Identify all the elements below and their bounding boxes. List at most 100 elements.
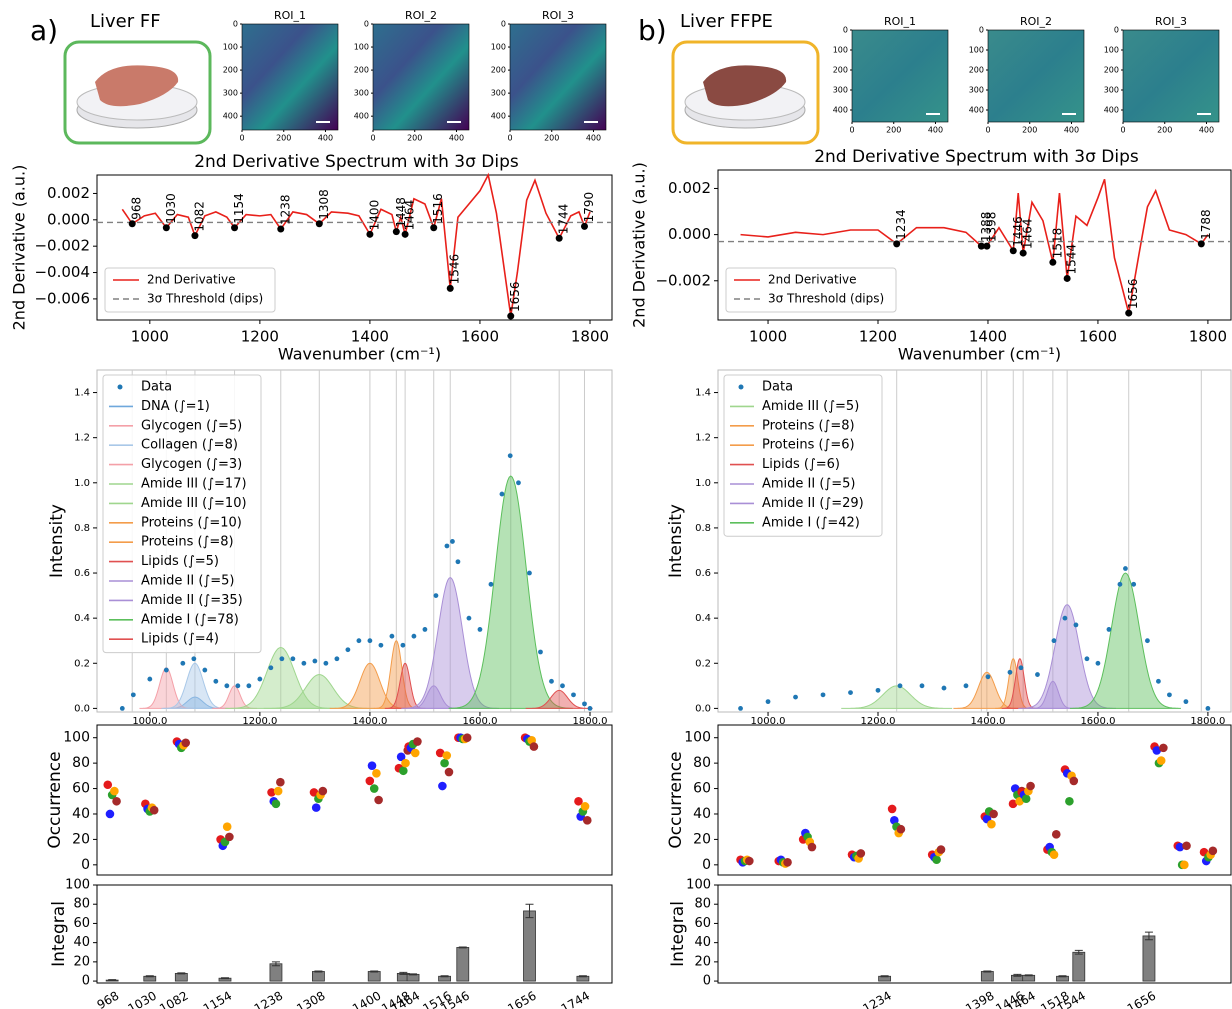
data-point xyxy=(549,679,554,684)
error-bar xyxy=(146,976,154,977)
chart-title: 2nd Derivative Spectrum with 3σ Dips xyxy=(814,147,1139,167)
occurrence-point xyxy=(110,787,119,796)
y-axis-label: Occurrence xyxy=(45,751,65,848)
sample-name: Liver FF xyxy=(90,11,161,32)
roi-y-tick-label: 0 xyxy=(1114,26,1119,35)
occurrence-point xyxy=(1209,847,1218,856)
data-point xyxy=(412,634,417,639)
roi-x-tick-label: 0 xyxy=(849,126,854,135)
occurrence-point xyxy=(370,784,379,793)
roi-y-tick-label: 100 xyxy=(491,43,506,52)
legend-label: Lipids (∫=6) xyxy=(762,457,840,472)
occurrence-point xyxy=(745,857,754,866)
legend-label: Proteins (∫=6) xyxy=(762,438,855,453)
dip-label: 1398 xyxy=(984,212,998,243)
y-tick-label: −0.002 xyxy=(655,271,711,289)
data-point xyxy=(516,480,521,485)
error-bar xyxy=(1025,975,1033,976)
data-point xyxy=(213,679,218,684)
roi-x-tick-label: 200 xyxy=(544,134,559,143)
occurrence-point xyxy=(225,833,234,842)
data-point xyxy=(1145,638,1150,643)
data-point xyxy=(848,690,853,695)
occurrence-point xyxy=(937,845,946,854)
data-point xyxy=(423,627,428,632)
data-point xyxy=(312,659,317,664)
sample-name: Liver FFPE xyxy=(680,11,773,32)
occurrence-point xyxy=(150,806,159,815)
occurrence-point xyxy=(808,843,817,852)
chart-title: 2nd Derivative Spectrum with 3σ Dips xyxy=(194,152,519,172)
error-bar xyxy=(579,976,587,977)
data-point xyxy=(1052,638,1057,643)
data-point xyxy=(246,683,251,688)
data-point xyxy=(1156,679,1161,684)
bar xyxy=(981,971,993,981)
occurrence-point xyxy=(989,810,998,819)
data-point xyxy=(876,688,881,693)
x-axis-label: Wavenumber (cm⁻¹) xyxy=(278,345,441,364)
y-axis-label: Intensity xyxy=(47,504,67,578)
roi-y-tick-label: 300 xyxy=(491,89,506,98)
data-point xyxy=(191,656,196,661)
dip-label: 1788 xyxy=(1199,209,1213,240)
roi-y-tick-label: 100 xyxy=(833,46,848,55)
roi-y-tick-label: 0 xyxy=(501,20,506,29)
roi-y-tick-label: 100 xyxy=(223,43,238,52)
data-point xyxy=(766,699,771,704)
data-point xyxy=(147,677,152,682)
data-point xyxy=(434,593,439,598)
data-point xyxy=(1107,627,1112,632)
y-tick-label: 1.2 xyxy=(695,433,711,444)
error-bar xyxy=(314,971,322,972)
roi-x-tick-label: 200 xyxy=(1157,126,1172,135)
data-point xyxy=(1063,616,1068,621)
roi-x-tick-label: 0 xyxy=(239,134,244,143)
occurrence-point xyxy=(272,800,281,809)
bar xyxy=(524,911,536,981)
y-tick-label: 100 xyxy=(686,878,711,893)
occurrence-point xyxy=(368,761,377,770)
occurrence-point xyxy=(372,769,381,778)
y-tick-label: 0 xyxy=(702,857,711,873)
y-tick-label: 60 xyxy=(73,916,90,931)
dish-icon xyxy=(65,42,210,143)
occurrence-point xyxy=(112,797,121,806)
occurrence-point xyxy=(1026,782,1035,791)
legend-label: DNA (∫=1) xyxy=(141,399,210,414)
dip-label: 1082 xyxy=(192,201,206,232)
y-tick-label: 20 xyxy=(693,831,711,847)
roi-y-tick-label: 200 xyxy=(223,66,238,75)
error-bar xyxy=(983,971,991,972)
error-bar xyxy=(108,980,116,981)
dip-label: 1656 xyxy=(1126,279,1140,310)
bar xyxy=(368,971,380,981)
x-axis-label: Wavenumber (cm⁻¹) xyxy=(898,345,1061,364)
roi-y-tick-label: 100 xyxy=(969,46,984,55)
dip-point xyxy=(507,313,514,320)
roi-image xyxy=(373,24,469,130)
dip-point xyxy=(1064,275,1071,282)
data-point xyxy=(235,683,240,688)
y-tick-label: 100 xyxy=(63,730,90,746)
x-tick-label: 1000 xyxy=(749,328,787,346)
dip-label: 1464 xyxy=(1021,219,1035,250)
data-point xyxy=(1167,692,1172,697)
occurrence-point xyxy=(440,759,449,768)
x-tick-label: 1030 xyxy=(126,989,159,1009)
x-tick-label: 1238 xyxy=(252,989,285,1009)
roi-x-tick-label: 200 xyxy=(1022,126,1037,135)
bar xyxy=(457,947,469,981)
dip-point xyxy=(191,232,198,239)
data-point xyxy=(538,650,543,655)
dip-point xyxy=(1198,240,1205,247)
x-tick-label: 1656 xyxy=(1125,989,1158,1009)
roi-x-tick-label: 400 xyxy=(928,126,943,135)
error-bar xyxy=(881,976,889,977)
data-point xyxy=(964,683,969,688)
legend-label: Amide III (∫=10) xyxy=(141,496,247,511)
roi-y-tick-label: 200 xyxy=(491,66,506,75)
y-tick-label: 0 xyxy=(82,974,90,989)
data-point xyxy=(180,661,185,666)
x-tick-label: 1800 xyxy=(1189,328,1227,346)
